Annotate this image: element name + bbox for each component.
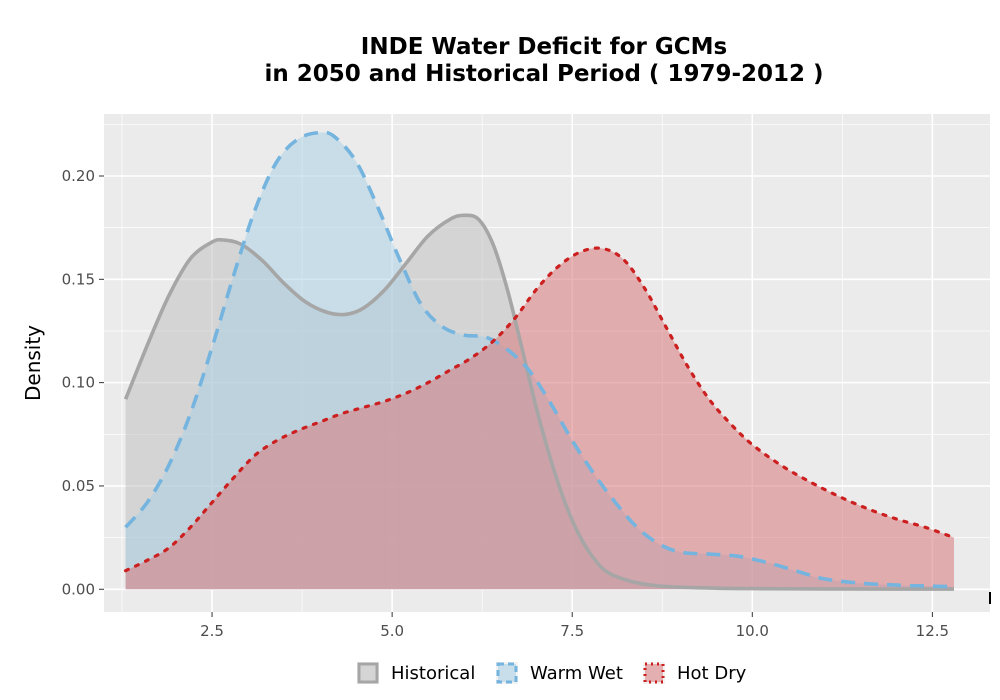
y-tick-label: 0.15 (62, 270, 95, 288)
legend: Historical Warm Wet Hot Dry (357, 662, 747, 684)
x-tick-label: 2.5 (200, 622, 224, 640)
x-tick-label: 7.5 (560, 622, 584, 640)
y-tick-label: 0.20 (62, 167, 95, 185)
x-tick-label: 5.0 (380, 622, 404, 640)
x-axis: 2.5 5.0 7.5 10.0 12.5 (200, 612, 949, 640)
line-historical (123, 213, 954, 591)
x-tick-label: 10.0 (736, 622, 769, 640)
chart-subtitle: in 2050 and Historical Period ( 1979-201… (264, 61, 823, 87)
legend-key-hot-dry (643, 662, 665, 684)
legend-item-warm-wet: Warm Wet (496, 662, 623, 684)
legend-key-historical (357, 662, 379, 684)
legend-label-hot-dry: Hot Dry (677, 663, 747, 684)
chart-title: INDE Water Deficit for GCMs (361, 34, 727, 60)
line-hot-dry (124, 246, 956, 573)
legend-item-historical: Historical (357, 662, 475, 684)
legend-key-warm-wet (496, 662, 518, 684)
y-axis-label: Density (21, 325, 45, 401)
y-tick-label: 0.00 (62, 580, 95, 598)
legend-item-hot-dry: Hot Dry (643, 662, 747, 684)
y-tick-label: 0.10 (62, 374, 95, 392)
legend-label-warm-wet: Warm Wet (530, 663, 623, 684)
x-tick-label: 12.5 (916, 622, 949, 640)
legend-label-historical: Historical (391, 663, 475, 684)
y-axis: 0.00 0.05 0.10 0.15 0.20 (62, 167, 104, 598)
y-tick-label: 0.05 (62, 477, 95, 495)
density-lines (123, 130, 956, 591)
